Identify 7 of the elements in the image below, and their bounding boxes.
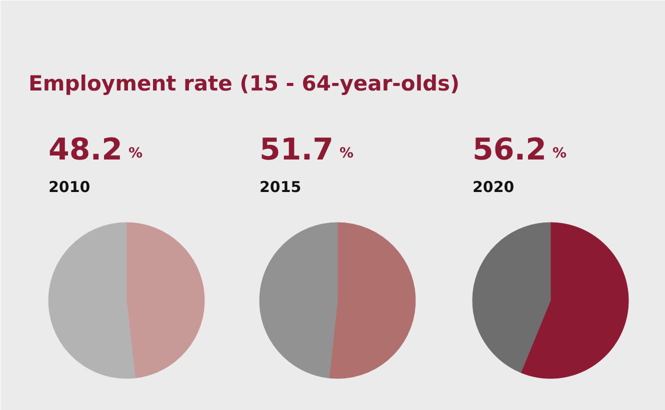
chart-title: Employment rate (15 - 64-year-olds)	[28, 72, 460, 96]
text: 2020	[472, 178, 514, 196]
data-label: 48.2 %	[48, 132, 143, 168]
text: 2015	[260, 178, 302, 196]
data-label: 51.7 %	[260, 132, 354, 168]
data-label: 56.2 %	[472, 132, 567, 168]
text: 2010	[48, 178, 90, 196]
